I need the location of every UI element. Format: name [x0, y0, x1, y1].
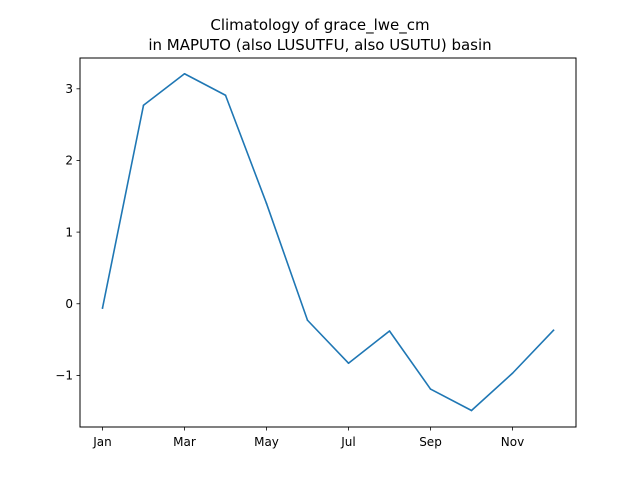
data-point-aug [388, 330, 391, 332]
data-point-dec [552, 329, 555, 332]
data-point-mar [183, 72, 186, 75]
data-point-may [265, 202, 268, 205]
data-point-feb [142, 104, 145, 107]
y-tick-label: 2 [65, 154, 73, 168]
x-tick-label: Jul [340, 435, 355, 449]
y-tick-label: 1 [65, 225, 73, 239]
y-tick-label: 0 [65, 297, 73, 311]
data-point-apr [224, 94, 227, 97]
data-point-jan [101, 307, 104, 309]
series-layer [101, 72, 555, 412]
data-point-nov [511, 372, 514, 375]
chart-title-line1: Climatology of grace_lwe_cm [210, 16, 430, 34]
y-axis: −1 0 1 2 3 [55, 82, 80, 383]
x-tick-label: May [254, 435, 279, 449]
y-tick-label: −1 [55, 369, 73, 383]
series-line [101, 72, 555, 412]
x-tick-label: Jan [92, 435, 112, 449]
x-tick-label: Mar [173, 435, 196, 449]
y-tick-label: 3 [65, 82, 73, 96]
chart-title-line2: in MAPUTO (also LUSUTFU, also USUTU) bas… [148, 36, 492, 54]
data-point-oct [470, 409, 473, 412]
x-tick-label: Nov [501, 435, 524, 449]
data-point-jun [306, 319, 309, 322]
data-point-jul [347, 362, 350, 365]
plot-area [79, 57, 577, 428]
x-tick-label: Sep [419, 435, 442, 449]
data-point-sep [429, 388, 432, 390]
x-axis: Jan Mar May Jul Sep Nov [92, 427, 524, 449]
